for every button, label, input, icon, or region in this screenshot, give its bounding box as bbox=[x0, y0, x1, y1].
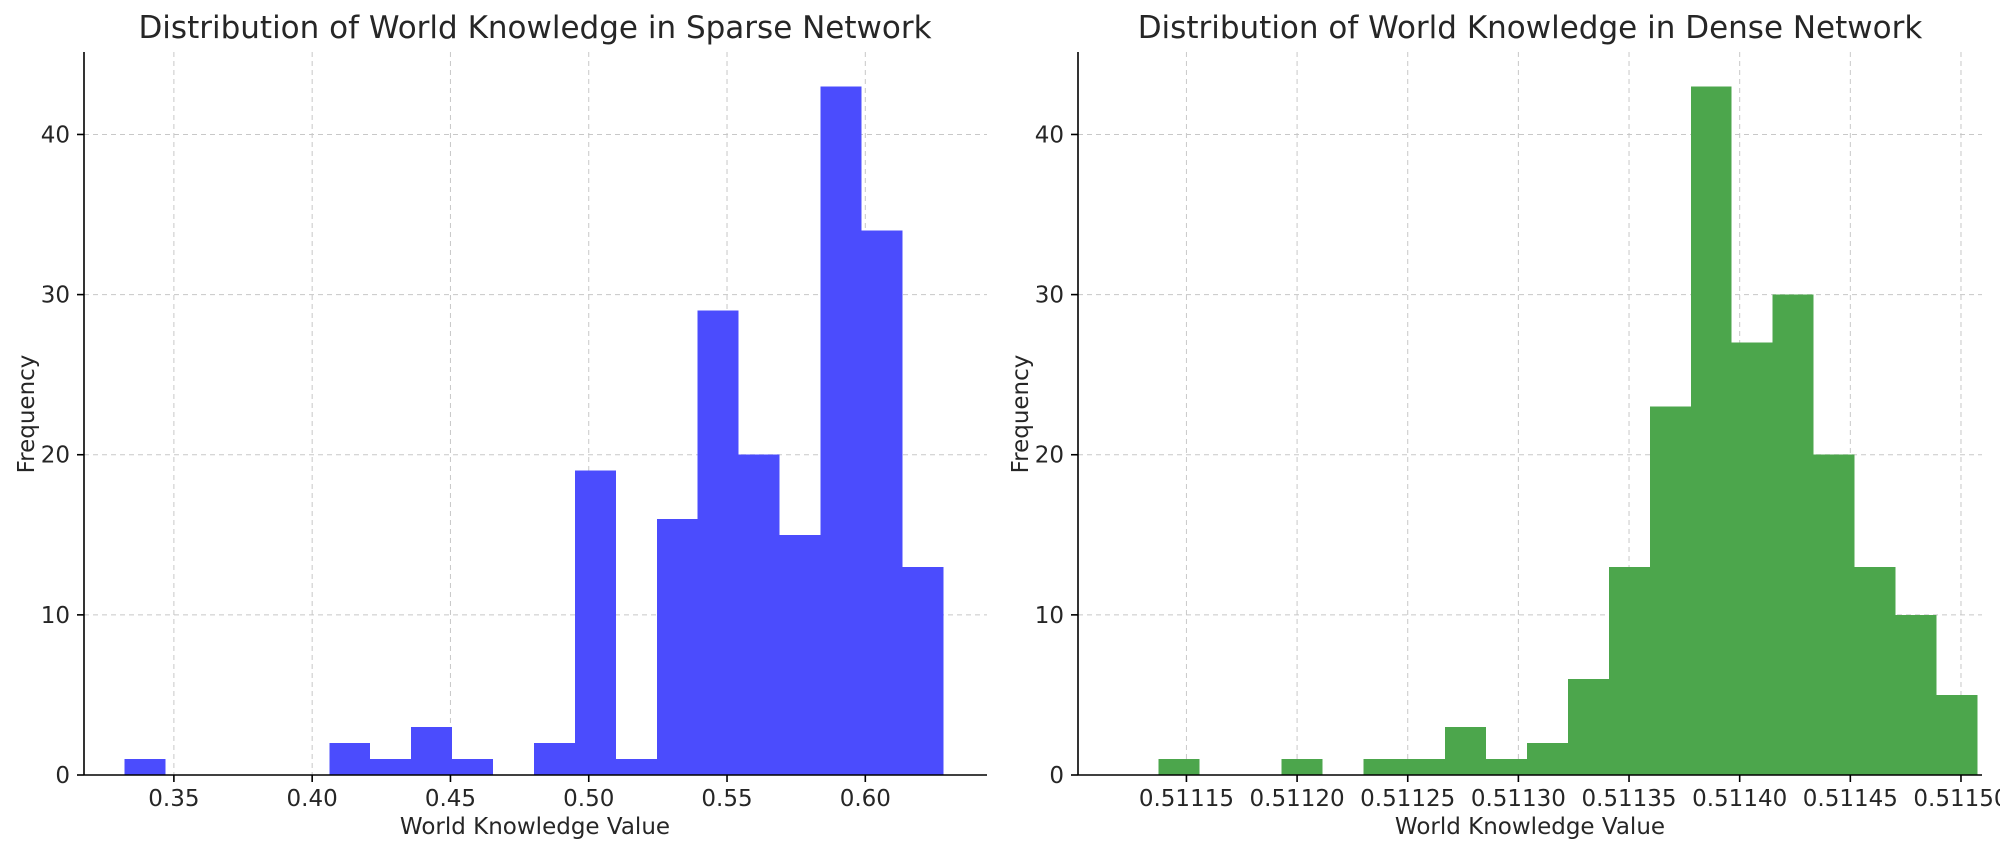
dense-histogram-bar bbox=[1649, 406, 1691, 775]
sparse-y-axis-label: Frequency bbox=[14, 355, 40, 474]
sparse-x-tick-label: 0.55 bbox=[701, 786, 752, 812]
sparse-histogram-bar bbox=[779, 534, 821, 775]
dense-y-tick-label: 20 bbox=[1035, 443, 1064, 469]
sparse-ticks: 0.35 0.40 0.45 0.50 0.55 0.60 0 10 20 30 40 bbox=[41, 122, 891, 812]
dense-histogram-bar bbox=[1895, 614, 1937, 775]
dense-histogram-bar bbox=[1772, 294, 1814, 775]
dense-x-tick-label: 0.51125 bbox=[1360, 786, 1455, 812]
dense-x-tick-label: 0.51140 bbox=[1692, 786, 1787, 812]
sparse-network-histogram: 0.35 0.40 0.45 0.50 0.55 0.60 0 10 20 30 40 Distri… bbox=[14, 10, 987, 840]
dense-histogram-bar bbox=[1486, 758, 1528, 775]
dense-histogram-bar bbox=[1690, 86, 1732, 775]
dense-histogram-bar bbox=[1608, 566, 1650, 775]
dense-y-tick-label: 0 bbox=[1049, 763, 1064, 789]
sparse-histogram-bar bbox=[370, 758, 412, 775]
sparse-histogram-bar bbox=[452, 758, 494, 775]
dense-y-tick-label: 10 bbox=[1035, 603, 1064, 629]
dense-histogram-bar bbox=[1445, 726, 1487, 775]
sparse-histogram-bar bbox=[615, 758, 657, 775]
sparse-histogram-bar bbox=[902, 566, 944, 775]
sparse-histogram-bar bbox=[656, 518, 698, 775]
sparse-y-tick-label: 40 bbox=[41, 122, 70, 148]
sparse-bars bbox=[124, 86, 944, 776]
sparse-histogram-bar bbox=[738, 454, 780, 775]
dense-network-histogram: 0.51115 0.51120 0.51125 0.51130 0.51135 0.511… bbox=[1008, 10, 2000, 840]
dense-histogram-bar bbox=[1158, 758, 1200, 775]
sparse-chart-title: Distribution of World Knowledge in Spars… bbox=[138, 10, 931, 46]
dense-x-tick-label: 0.51130 bbox=[1471, 786, 1566, 812]
dense-y-tick-label: 30 bbox=[1035, 283, 1064, 309]
dense-histogram-bar bbox=[1363, 758, 1405, 775]
sparse-histogram-bar bbox=[861, 230, 903, 776]
sparse-y-tick-label: 30 bbox=[41, 283, 70, 309]
dense-x-tick-label: 0.51150 bbox=[1913, 786, 2000, 812]
dense-x-tick-label: 0.51115 bbox=[1139, 786, 1234, 812]
sparse-histogram-bar bbox=[533, 742, 575, 775]
dense-histogram-bar bbox=[1854, 566, 1896, 775]
sparse-histogram-bar bbox=[697, 310, 739, 775]
dense-x-axis-label: World Knowledge Value bbox=[1395, 814, 1665, 840]
dense-ticks: 0.51115 0.51120 0.51125 0.51130 0.51135 0.511… bbox=[1035, 122, 2000, 812]
dense-bars bbox=[1158, 86, 1978, 775]
dense-histogram-bar bbox=[1527, 742, 1568, 775]
sparse-x-tick-label: 0.50 bbox=[563, 786, 614, 812]
dense-y-tick-label: 40 bbox=[1035, 122, 1064, 148]
sparse-y-tick-label: 10 bbox=[41, 603, 70, 629]
dense-chart-title: Distribution of World Knowledge in Dense… bbox=[1138, 10, 1923, 46]
dense-histogram-bar bbox=[1936, 694, 1978, 775]
sparse-y-tick-label: 20 bbox=[41, 443, 70, 469]
dense-histogram-bar bbox=[1567, 678, 1609, 775]
sparse-x-tick-label: 0.45 bbox=[425, 786, 476, 812]
sparse-y-tick-label: 0 bbox=[55, 763, 70, 789]
dense-x-tick-label: 0.51145 bbox=[1803, 786, 1898, 812]
dense-histogram-bar bbox=[1281, 758, 1323, 775]
dense-histogram-bar bbox=[1813, 454, 1855, 775]
dense-x-tick-label: 0.51120 bbox=[1250, 786, 1345, 812]
sparse-histogram-bar bbox=[411, 726, 453, 775]
sparse-histogram-bar bbox=[124, 758, 166, 775]
dense-histogram-bar bbox=[1404, 758, 1446, 775]
sparse-x-tick-label: 0.40 bbox=[287, 786, 338, 812]
sparse-histogram-bar bbox=[574, 470, 616, 775]
sparse-x-tick-label: 0.60 bbox=[840, 786, 891, 812]
sparse-histogram-bar bbox=[820, 86, 862, 775]
dense-x-tick-label: 0.51135 bbox=[1581, 786, 1676, 812]
sparse-x-axis-label: World Knowledge Value bbox=[400, 814, 670, 840]
sparse-x-tick-label: 0.35 bbox=[148, 786, 199, 812]
dense-histogram-bar bbox=[1731, 342, 1773, 775]
dense-y-axis-label: Frequency bbox=[1008, 355, 1034, 474]
sparse-histogram-bar bbox=[329, 742, 371, 775]
